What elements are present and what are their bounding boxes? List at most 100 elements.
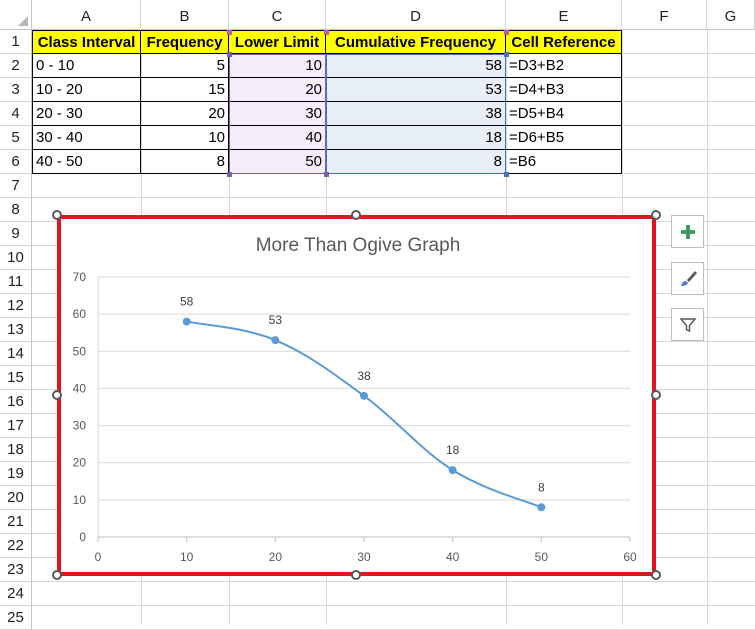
row-header-9[interactable]: 9 — [0, 222, 32, 246]
filter-icon — [678, 317, 697, 332]
plus-icon — [680, 224, 695, 239]
row-header-1[interactable]: 1 — [0, 30, 32, 54]
cell-cumulative-frequency[interactable]: 38 — [326, 102, 506, 126]
row-header-10[interactable]: 10 — [0, 246, 32, 270]
row-header-5[interactable]: 5 — [0, 126, 32, 150]
cell-class-interval[interactable]: 40 - 50 — [32, 150, 141, 174]
column-header-e[interactable]: E — [506, 0, 622, 30]
header-class-interval[interactable]: Class Interval — [32, 30, 141, 54]
row-header-21[interactable]: 21 — [0, 510, 32, 534]
data-label: 38 — [357, 369, 371, 383]
cell-cell-reference[interactable]: =D6+B5 — [506, 126, 622, 150]
chart-styles-button[interactable] — [671, 262, 704, 295]
resize-handle-top-left[interactable] — [52, 210, 62, 220]
row-header-3[interactable]: 3 — [0, 78, 32, 102]
row-header-24[interactable]: 24 — [0, 582, 32, 606]
row-header-2[interactable]: 2 — [0, 54, 32, 78]
header-frequency[interactable]: Frequency — [141, 30, 229, 54]
x-tick-label: 20 — [269, 550, 283, 564]
row-header-17[interactable]: 17 — [0, 414, 32, 438]
chart-filters-button[interactable] — [671, 308, 704, 341]
column-header-a[interactable]: A — [32, 0, 141, 30]
cell-lower-limit[interactable]: 50 — [229, 150, 326, 174]
cell-frequency[interactable]: 5 — [141, 54, 229, 78]
cell-cell-reference[interactable]: =D4+B3 — [506, 78, 622, 102]
column-header-g[interactable]: G — [707, 0, 755, 30]
row-header-18[interactable]: 18 — [0, 438, 32, 462]
cell-class-interval[interactable]: 20 - 30 — [32, 102, 141, 126]
resize-handle-bottom[interactable] — [351, 570, 361, 580]
row-header-25[interactable]: 25 — [0, 606, 32, 630]
cell-frequency[interactable]: 15 — [141, 78, 229, 102]
series-line — [186, 320, 542, 509]
cell-cell-reference[interactable]: =D3+B2 — [506, 54, 622, 78]
column-header-c[interactable]: C — [229, 0, 326, 30]
cell-lower-limit[interactable]: 20 — [229, 78, 326, 102]
row-header-16[interactable]: 16 — [0, 390, 32, 414]
resize-handle-left[interactable] — [52, 390, 62, 400]
header-cumulative-frequency[interactable]: Cumulative Frequency — [326, 30, 506, 54]
chart-svg: More Than Ogive Graph 0 10 20 30 40 50 60 70 0 1… — [73, 235, 637, 564]
data-label: 58 — [180, 295, 194, 309]
cell-frequency[interactable]: 8 — [141, 150, 229, 174]
data-point[interactable] — [182, 317, 191, 326]
resize-handle-right[interactable] — [651, 390, 661, 400]
row-header-14[interactable]: 14 — [0, 342, 32, 366]
x-tick-label: 0 — [95, 550, 102, 564]
row-header-22[interactable]: 22 — [0, 534, 32, 558]
row-header-12[interactable]: 12 — [0, 294, 32, 318]
row-header-23[interactable]: 23 — [0, 558, 32, 582]
data-point[interactable] — [537, 503, 546, 512]
column-header-f[interactable]: F — [622, 0, 707, 30]
select-all-corner[interactable] — [0, 0, 32, 30]
header-lower-limit[interactable]: Lower Limit — [229, 30, 326, 54]
row-header-20[interactable]: 20 — [0, 486, 32, 510]
cell-frequency[interactable]: 10 — [141, 126, 229, 150]
data-point[interactable] — [448, 466, 457, 475]
y-tick-label: 50 — [73, 344, 87, 358]
cell-cell-reference[interactable]: =D5+B4 — [506, 102, 622, 126]
data-point[interactable] — [360, 391, 368, 400]
y-tick-label: 20 — [73, 456, 87, 470]
column-header-b[interactable]: B — [141, 0, 229, 30]
cell-class-interval[interactable]: 30 - 40 — [32, 126, 141, 150]
y-tick-label: 30 — [73, 419, 87, 433]
cell-lower-limit[interactable]: 40 — [229, 126, 326, 150]
row-header-15[interactable]: 15 — [0, 366, 32, 390]
row-header-6[interactable]: 6 — [0, 150, 32, 174]
cell-cumulative-frequency[interactable]: 8 — [326, 150, 506, 174]
header-cell-reference[interactable]: Cell Reference — [506, 30, 622, 54]
row-header-7[interactable]: 7 — [0, 174, 32, 198]
column-header-d[interactable]: D — [326, 0, 506, 30]
x-tick-label: 40 — [446, 550, 460, 564]
cell-frequency[interactable]: 20 — [141, 102, 229, 126]
y-tick-label: 10 — [73, 493, 87, 507]
resize-handle-top[interactable] — [351, 210, 361, 220]
data-point[interactable] — [271, 336, 280, 345]
data-label: 18 — [446, 443, 460, 457]
data-label: 53 — [269, 313, 283, 327]
row-header-4[interactable]: 4 — [0, 102, 32, 126]
cell-class-interval[interactable]: 0 - 10 — [32, 54, 141, 78]
x-tick-label: 10 — [180, 550, 194, 564]
resize-handle-bottom-left[interactable] — [52, 570, 62, 580]
y-tick-label: 70 — [73, 270, 87, 284]
cell-lower-limit[interactable]: 10 — [229, 54, 326, 78]
brush-icon — [680, 270, 697, 286]
chart-elements-button[interactable] — [671, 215, 704, 248]
resize-handle-top-right[interactable] — [651, 210, 661, 220]
row-header-13[interactable]: 13 — [0, 318, 32, 342]
cell-class-interval[interactable]: 10 - 20 — [32, 78, 141, 102]
cell-cumulative-frequency[interactable]: 53 — [326, 78, 506, 102]
row-header-11[interactable]: 11 — [0, 270, 32, 294]
row-header-19[interactable]: 19 — [0, 462, 32, 486]
cell-lower-limit[interactable]: 30 — [229, 102, 326, 126]
ogive-chart[interactable]: More Than Ogive Graph 0 10 20 30 40 50 60 70 0 1… — [57, 215, 656, 576]
cell-cumulative-frequency[interactable]: 58 — [326, 54, 506, 78]
x-tick-label: 50 — [535, 550, 549, 564]
cell-cumulative-frequency[interactable]: 18 — [326, 126, 506, 150]
cell-cell-reference[interactable]: =B6 — [506, 150, 622, 174]
resize-handle-bottom-right[interactable] — [651, 570, 661, 580]
row-header-8[interactable]: 8 — [0, 198, 32, 222]
